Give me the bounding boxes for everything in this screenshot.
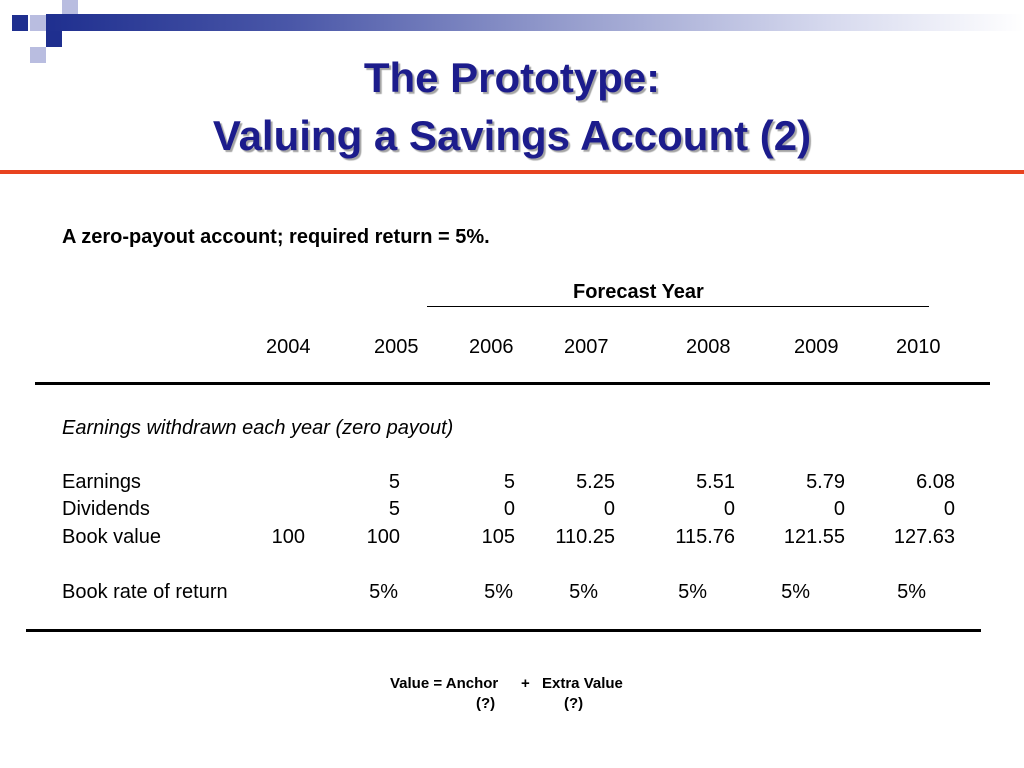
- table-cell: 5%: [897, 581, 926, 603]
- extra-value-unknown: (?): [564, 695, 584, 712]
- table-cell: 5%: [678, 581, 707, 603]
- formula-value-anchor: Value = Anchor: [390, 675, 499, 692]
- section-label: Earnings withdrawn each year (zero payou…: [62, 417, 454, 439]
- row-label: Earnings: [62, 471, 141, 493]
- table-cell: 5: [388, 471, 400, 493]
- table-cell: 121.55: [783, 526, 845, 548]
- formula-extra-value: Extra Value: [542, 675, 623, 692]
- square-dark: [46, 31, 62, 47]
- table-bottom-rule: [26, 629, 981, 632]
- forecast-year-header: Forecast Year: [573, 281, 704, 303]
- square-dark: [12, 15, 28, 31]
- table-cell: 5: [388, 498, 400, 520]
- table-cell: 105: [481, 526, 515, 548]
- table-cell: 5.25: [576, 471, 615, 493]
- table-cell: 5: [503, 471, 515, 493]
- table-cell: 5.51: [696, 471, 735, 493]
- square-light: [62, 0, 78, 16]
- slide-title-line1: The Prototype:: [363, 54, 661, 101]
- year-header: 2007: [564, 336, 609, 358]
- anchor-unknown: (?): [476, 695, 496, 712]
- square-light: [30, 15, 46, 31]
- table-cell: 6.08: [916, 471, 955, 493]
- table-cell: 127.63: [893, 526, 955, 548]
- formula-plus: +: [521, 675, 530, 692]
- header-gradient-band: [46, 14, 1024, 31]
- square-light: [30, 47, 46, 63]
- table-cell: 0: [833, 498, 845, 520]
- row-label: Book value: [62, 526, 161, 548]
- table-cell: 5%: [569, 581, 598, 603]
- year-header: 2004: [266, 336, 311, 358]
- year-header: 2008: [686, 336, 731, 358]
- table-cell: 110.25: [555, 526, 615, 548]
- row-label: Dividends: [62, 498, 150, 520]
- year-header: 2009: [794, 336, 839, 358]
- table-cell: 0: [603, 498, 615, 520]
- row-label: Book rate of return: [62, 581, 228, 603]
- intro-text: A zero-payout account; required return =…: [62, 226, 490, 248]
- table-cell: 0: [943, 498, 955, 520]
- slide-title-line2: Valuing a Savings Account (2): [212, 112, 812, 159]
- table-cell: 0: [503, 498, 515, 520]
- table-cell: 5%: [484, 581, 513, 603]
- table-top-rule: [35, 382, 990, 385]
- year-header: 2006: [469, 336, 514, 358]
- table-cell: 5.79: [806, 471, 845, 493]
- table-cell: 5%: [781, 581, 810, 603]
- table-cell: 5%: [369, 581, 398, 603]
- forecast-header-rule: [427, 306, 929, 307]
- table-cell: 100: [366, 526, 400, 548]
- year-header: 2005: [374, 336, 419, 358]
- table-cell: 0: [723, 498, 735, 520]
- year-header: 2010: [896, 336, 941, 358]
- table-cell: 115.76: [675, 526, 735, 548]
- table-cell: 100: [271, 526, 305, 548]
- title-underline: [0, 170, 1024, 174]
